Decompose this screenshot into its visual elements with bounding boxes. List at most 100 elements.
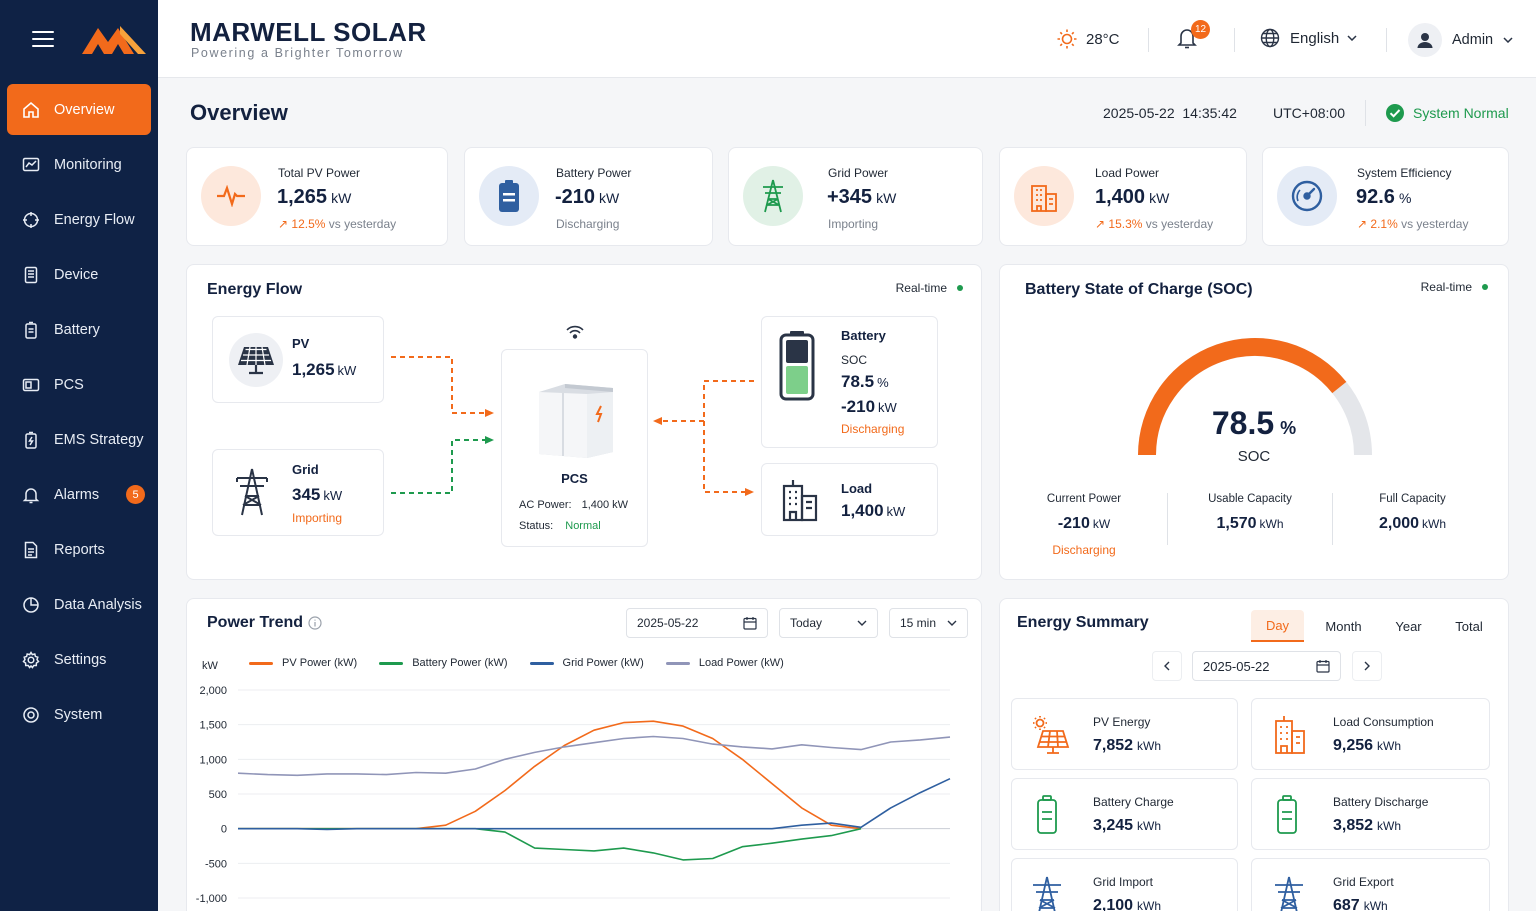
- range-value: Today: [790, 616, 823, 630]
- summary-value: 9,256 kWh: [1333, 737, 1402, 754]
- kpi-label: System Efficiency: [1357, 166, 1452, 180]
- summary-card-battery-charge[interactable]: Battery Charge 3,245 kWh: [1011, 778, 1238, 850]
- sidebar-item-device[interactable]: Device: [7, 249, 151, 300]
- weather-widget: 28°C: [1056, 28, 1120, 50]
- brand-tagline: Powering a Brighter Tomorrow: [191, 46, 404, 60]
- page-title: Overview: [190, 100, 288, 125]
- language-selector[interactable]: English: [1260, 28, 1357, 48]
- summary-card-grid-export[interactable]: Grid Export 687 kWh: [1251, 858, 1490, 911]
- next-date-button[interactable]: [1352, 651, 1382, 681]
- sidebar-top: [0, 0, 158, 78]
- pcs-ac-power: AC Power: 1,400 kW: [519, 499, 629, 511]
- sidebar-item-label: Overview: [54, 101, 115, 118]
- user-menu[interactable]: Admin: [1408, 23, 1513, 57]
- sidebar-item-ems-strategy[interactable]: EMS Strategy: [7, 414, 151, 465]
- kpi-label: Total PV Power: [278, 166, 361, 180]
- live-dot-icon: [1482, 284, 1488, 290]
- node-value: 1,400 kW: [841, 501, 906, 520]
- flow-node-pv[interactable]: PV 1,265 kW: [212, 316, 384, 403]
- sidebar-item-reports[interactable]: Reports: [7, 524, 151, 575]
- kpi-icon-bg: [1277, 166, 1337, 226]
- summary-label: Battery Charge: [1093, 795, 1174, 809]
- summary-value: 3,245 kWh: [1093, 817, 1162, 834]
- series-line-2: [238, 777, 951, 831]
- flow-node-grid[interactable]: Grid 345 kW Importing: [212, 449, 384, 536]
- legend-item-load[interactable]: Load Power (kW): [665, 657, 784, 669]
- kpi-icon-bg: [1014, 166, 1074, 226]
- sidebar-item-data-analysis[interactable]: Data Analysis: [7, 579, 151, 630]
- flow-node-pcs[interactable]: PCS AC Power: 1,400 kW Status: Normal: [501, 349, 648, 547]
- gear-icon: [21, 650, 41, 670]
- globe-icon: [1260, 28, 1280, 48]
- kpi-card-grid-power: Grid Power +345 kW Importing: [728, 147, 983, 246]
- soc-full-capacity: Full Capacity 2,000 kWh: [1378, 493, 1447, 532]
- tab-total[interactable]: Total: [1455, 618, 1483, 634]
- solar-panel-icon: [229, 333, 283, 387]
- sidebar-item-label: EMS Strategy: [54, 431, 144, 448]
- summary-card-pv-energy[interactable]: PV Energy 7,852 kWh: [1011, 698, 1238, 770]
- sidebar-item-system[interactable]: System: [7, 689, 151, 740]
- flow-node-battery[interactable]: Battery SOC 78.5% -210 kW Discharging: [761, 316, 938, 448]
- legend-item-battery[interactable]: Battery Power (kW): [379, 657, 508, 669]
- tab-month[interactable]: Month: [1325, 618, 1362, 634]
- sidebar-item-label: PCS: [54, 376, 84, 393]
- report-icon: [21, 540, 41, 560]
- realtime-indicator: Real-time: [1421, 280, 1488, 294]
- summary-date-picker[interactable]: 2025-05-22: [1192, 651, 1341, 681]
- y-tick-label: 1,500: [199, 720, 227, 732]
- tab-year[interactable]: Year: [1395, 618, 1422, 634]
- battery-icon: [21, 320, 41, 340]
- building-icon: [1275, 716, 1305, 754]
- pcs-cabinet-icon: [539, 384, 613, 458]
- trend-interval-select[interactable]: 15 min: [889, 608, 968, 638]
- summary-value: 7,852 kWh: [1093, 737, 1162, 754]
- sidebar-item-label: Energy Flow: [54, 211, 135, 228]
- sidebar-item-monitoring[interactable]: Monitoring: [7, 139, 151, 190]
- calendar-icon: [743, 617, 757, 630]
- kpi-value: 92.6%: [1356, 186, 1412, 208]
- notifications-button[interactable]: 12: [1176, 20, 1210, 55]
- legend-swatch: [529, 661, 554, 665]
- brand-name: MARWELL SOLAR: [190, 17, 427, 47]
- current-datetime: 2025-05-22 14:35:42: [1103, 105, 1237, 121]
- language-label: English: [1290, 29, 1340, 47]
- prev-date-button[interactable]: [1152, 651, 1182, 681]
- legend-swatch: [665, 661, 690, 665]
- sidebar-item-label: Monitoring: [54, 156, 122, 173]
- sidebar-item-overview[interactable]: Overview: [7, 84, 151, 135]
- trend-range-select[interactable]: Today: [779, 608, 878, 638]
- chevron-down-icon: [857, 620, 867, 626]
- node-label: PV: [292, 336, 310, 351]
- sidebar-item-pcs[interactable]: PCS: [7, 359, 151, 410]
- battery-icon: [499, 180, 519, 212]
- building-icon: [782, 480, 818, 522]
- trend-date-picker[interactable]: 2025-05-22: [626, 608, 768, 638]
- summary-label: PV Energy: [1093, 715, 1151, 729]
- sidebar-item-label: System: [54, 706, 103, 723]
- user-name: Admin: [1452, 32, 1494, 48]
- sidebar-item-settings[interactable]: Settings: [7, 634, 151, 685]
- legend-item-pv[interactable]: PV Power (kW): [249, 657, 357, 669]
- sidebar-nav: Overview Monitoring Energy Flow Device B…: [0, 84, 158, 740]
- timezone: UTC+08:00: [1273, 105, 1345, 121]
- summary-card-grid-import[interactable]: Grid Import 2,100 kWh: [1011, 858, 1238, 911]
- kpi-status: Importing: [828, 217, 879, 231]
- interval-value: 15 min: [900, 616, 937, 630]
- info-icon[interactable]: [308, 616, 322, 630]
- summary-card-battery-discharge[interactable]: Battery Discharge 3,852 kWh: [1251, 778, 1490, 850]
- y-tick-label: 0: [221, 824, 227, 836]
- kpi-label: Battery Power: [556, 166, 632, 180]
- sidebar-item-alarms[interactable]: Alarms 5: [7, 469, 151, 520]
- legend-item-grid[interactable]: Grid Power (kW): [529, 657, 644, 669]
- summary-card-load-consumption[interactable]: Load Consumption 9,256 kWh: [1251, 698, 1490, 770]
- home-icon: [21, 100, 41, 120]
- menu-toggle-icon[interactable]: [32, 31, 54, 47]
- flow-node-load[interactable]: Load 1,400 kW: [761, 463, 938, 536]
- check-circle-icon: [1386, 104, 1404, 122]
- tab-day[interactable]: Day: [1251, 610, 1304, 642]
- node-status: Discharging: [841, 422, 905, 436]
- sidebar-item-battery[interactable]: Battery: [7, 304, 151, 355]
- soc-gauge: [1138, 338, 1372, 456]
- sidebar-item-energy-flow[interactable]: Energy Flow: [7, 194, 151, 245]
- panel-title: Energy Flow: [207, 281, 303, 298]
